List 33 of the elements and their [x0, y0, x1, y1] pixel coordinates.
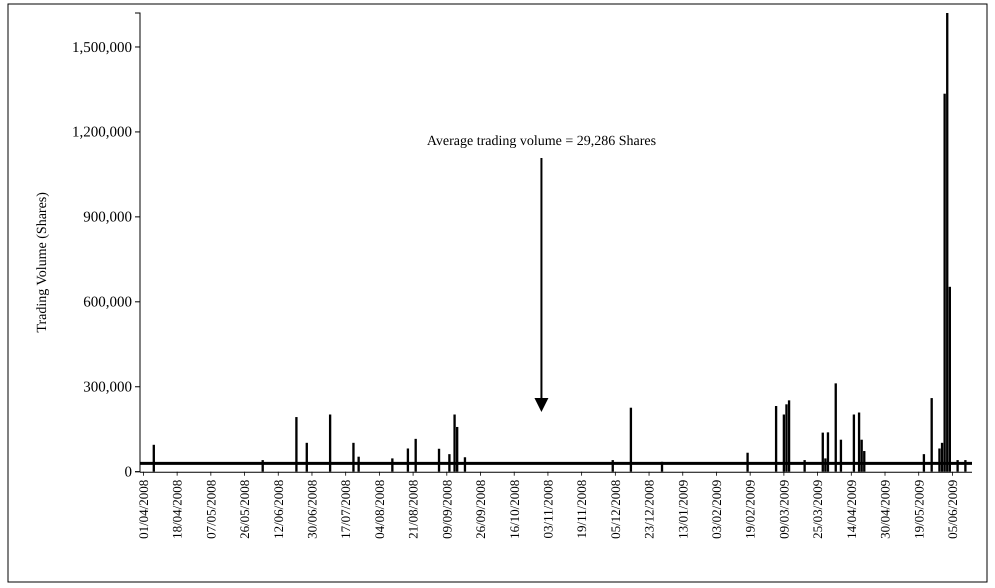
x-tick-label: 18/04/2008	[170, 480, 185, 539]
y-tick-label: 1,500,000	[72, 40, 132, 56]
y-tick-label: 0	[124, 464, 132, 480]
x-tick-label: 09/03/2009	[776, 480, 792, 539]
x-tick-label: 17/07/2008	[338, 480, 354, 539]
x-tick-label: 03/02/2009	[709, 480, 724, 539]
x-tick-label: 19/02/2009	[742, 480, 758, 539]
x-tick-label: 19/05/2009	[911, 480, 926, 539]
y-tick-label: 900,000	[83, 210, 132, 226]
x-tick-label: 12/06/2008	[270, 480, 286, 539]
x-tick-label: 04/08/2008	[372, 480, 387, 539]
x-tick-label: 05/06/2009	[944, 480, 960, 539]
x-tick-label: 30/04/2009	[878, 480, 893, 539]
x-tick-label: 25/03/2009	[810, 480, 826, 539]
x-tick-label: 26/05/2008	[237, 480, 252, 539]
x-tick-label: 21/08/2008	[406, 480, 421, 539]
y-tick-label: 1,200,000	[72, 124, 132, 141]
x-tick-label: 30/06/2008	[304, 480, 320, 539]
x-tick-label: 26/09/2008	[473, 480, 488, 539]
x-tick-label: 05/12/2008	[608, 480, 623, 539]
ref-line-label: Average trading volume = 29,286 Shares	[426, 134, 656, 149]
x-tick-label: 16/10/2008	[506, 480, 522, 539]
x-tick-label: 14/04/2009	[844, 480, 859, 539]
x-tick-label: 07/05/2008	[203, 480, 218, 539]
y-axis-title: Trading Volume (Shares)	[35, 192, 50, 333]
x-tick-label: 01/04/2008	[136, 480, 151, 539]
x-tick-label: 23/12/2008	[642, 480, 657, 539]
y-tick-label: 300,000	[83, 380, 132, 396]
x-tick-label: 09/09/2008	[439, 480, 454, 539]
x-tick-label: 19/11/2008	[574, 480, 590, 538]
x-tick-label: 13/01/2009	[675, 480, 690, 539]
y-tick-label: 600,000	[83, 294, 132, 311]
x-tick-label: 03/11/2008	[540, 480, 556, 538]
